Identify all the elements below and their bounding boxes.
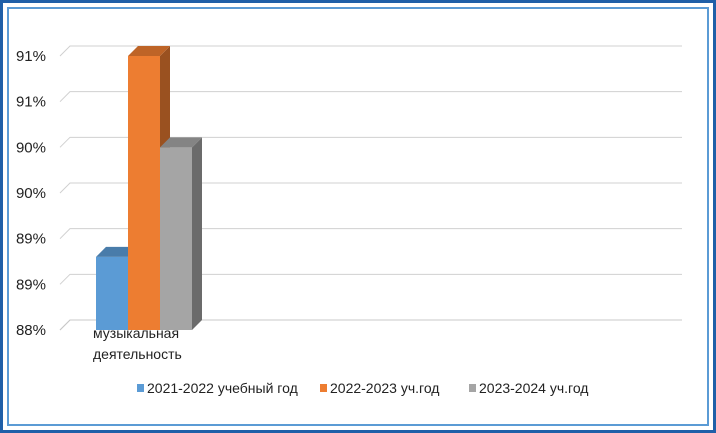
gridline — [59, 182, 682, 194]
gridline — [59, 228, 682, 240]
bars — [96, 46, 202, 330]
gridlines — [59, 45, 682, 331]
bar-side — [192, 137, 202, 330]
y-tick-label: 91% — [16, 94, 46, 111]
gridline — [59, 273, 682, 285]
bar-front — [96, 256, 128, 330]
category-label-line: деятельность — [93, 346, 182, 362]
legend-swatch — [469, 384, 476, 392]
bar — [160, 137, 202, 330]
legend: 2021-2022 учебный год 2022-2023 уч.год 202… — [137, 380, 588, 396]
bar-front — [160, 147, 192, 330]
gridline — [59, 45, 682, 57]
floor-line — [59, 319, 682, 331]
legend-swatch — [320, 384, 327, 392]
x-axis-category-labels: музыкальная деятельность — [93, 325, 182, 362]
legend-item: 2023-2024 уч.год — [469, 380, 588, 396]
y-tick-label: 89% — [16, 276, 46, 293]
y-tick-label: 89% — [16, 231, 46, 248]
legend-item: 2021-2022 учебный год — [137, 380, 298, 396]
y-tick-label: 88% — [16, 322, 46, 339]
bar-front — [128, 56, 160, 330]
bar-top — [128, 46, 170, 56]
legend-label: 2022-2023 уч.год — [330, 380, 439, 396]
chart-frame-inner — [7, 7, 709, 426]
legend-item: 2022-2023 уч.год — [320, 380, 439, 396]
legend-label: 2023-2024 уч.год — [479, 380, 588, 396]
bar-top — [160, 137, 202, 148]
y-tick-label: 90% — [16, 185, 46, 202]
category-label-line: музыкальная — [93, 325, 179, 341]
gridline — [59, 136, 682, 148]
legend-swatch — [137, 384, 144, 392]
y-tick-label: 91% — [16, 48, 46, 65]
y-axis-tick-labels: 88% 89% 89% 90% 90% 91% 91% — [16, 48, 46, 339]
legend-label: 2021-2022 учебный год — [147, 380, 298, 396]
y-tick-label: 90% — [16, 139, 46, 156]
gridline — [59, 91, 682, 103]
bar-top — [96, 246, 138, 257]
